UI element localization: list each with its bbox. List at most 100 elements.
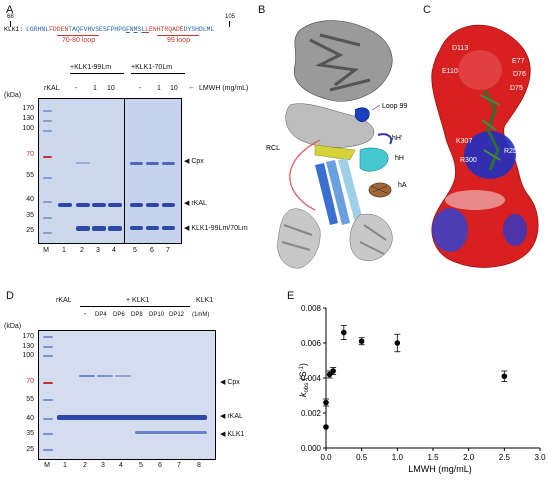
rcl-loop [289,139,321,211]
sequence-residue: E [60,26,65,33]
klk1-band [146,226,159,230]
helix-hh [359,147,389,172]
condition-concentration: (1mM) [192,312,210,318]
marker-band [43,355,53,357]
data-point [341,329,347,336]
helix-hh-prime [377,133,393,145]
band-label-klk1-lm: ◀ KLK1-99Lm/70Lm [184,225,248,232]
y-tick-label: 0.008 [301,304,322,313]
lane-label: 6 [150,247,154,254]
sequence-residue: R [33,26,38,33]
sequence-residue: V [83,26,88,33]
marker-band [43,217,52,219]
sequence-residue: G [122,26,126,33]
seq-end-tick [229,21,230,27]
rkal-band [108,203,122,207]
loop-99-bar [157,35,199,36]
marker-band [43,433,53,435]
residue-r300: R300 [460,157,477,164]
gel-a-right [124,98,182,244]
band-label-cpx-text: Cpx [227,379,240,386]
middle-domain [285,103,375,148]
sequence-residue: L [210,26,215,33]
basic-patch [432,208,468,252]
sequence-residue: E [179,26,184,33]
panel-label-d: D [6,290,14,302]
x-tick-label: 3.0 [534,453,546,462]
rkal-band [92,203,106,207]
cpx-band [115,375,131,377]
condition-dp6: DP6 [113,312,125,318]
label-hh-prime: hH' [392,135,402,142]
sequence-residue: N [41,26,46,33]
marker-band [43,346,53,348]
sequence-residue: F [49,26,53,33]
lmwh-label: LMWH (mg/mL) [199,85,249,92]
klk1-band [92,226,106,231]
x-tick-label: 2.0 [463,453,475,462]
top-domain [293,20,393,102]
marker-band [43,201,52,203]
klk1-sequence: LGRHNLFDDENTAQFVHVSESFPHPGFNMSLLENHTRQAD… [26,26,214,33]
lane-label: 4 [119,462,123,469]
y-tick-label: 0.000 [301,444,322,453]
sequence-residue: Q [168,26,173,33]
panel-label-c: C [423,4,431,16]
mw-marker: 25 [26,446,34,453]
sequence-residue: H [114,26,119,33]
y-label-obs: obs [304,383,310,393]
lane-label: 1 [63,462,67,469]
sequence-residue: F [125,26,130,33]
seq-start-tick [10,21,11,27]
kobs-chart: 0.000 0.002 0.004 0.006 0.008 0.0 0.5 1.0 1.5 2.0… [298,304,546,474]
sequence-residue: M [133,26,138,33]
mw-marker: 130 [22,115,34,122]
seq-start-number: 68 [7,14,14,20]
rkal-band [162,203,175,207]
loop-70-80-label: 70-80 loop [62,37,96,44]
sequence-residue: D [52,26,57,33]
lane-label: M [43,247,49,254]
cpx-band [76,162,90,164]
band-label-rkal-text: rKAL [191,200,207,207]
data-point [323,424,329,430]
group-label-70lm: +KLK1-70Lm [131,64,173,71]
rkal-band [76,203,90,207]
lmwh-value-4: - [139,85,142,92]
klk1-band [76,226,90,231]
gel-a-left [38,98,126,244]
lane-label: 7 [177,462,181,469]
condition-none: - [84,311,87,318]
sequence-residue: A [72,26,76,33]
lane-label: 1 [62,247,66,254]
residue-d113: D113 [452,45,468,52]
sequence-residue: P [110,26,115,33]
klk1-sequence-text: LGRHNLFDDENTAQFVHVSESFPHPGFNMSLLENHTRQAD… [26,26,214,33]
sequence-residue: D [198,26,203,33]
residue-d76: D76 [513,71,526,78]
cpx-band [97,375,113,377]
y-tick-label: 0.002 [301,409,322,418]
mw-marker: 55 [26,396,34,403]
heparin-ligand-branches [479,94,501,161]
mw-marker: 130 [22,343,34,350]
sequence-residue: R [164,26,169,33]
band-label-klk1-text: KLK1 [227,431,245,438]
lane-label: 3 [101,462,105,469]
marker-band [43,382,53,384]
sequence-residue: H [156,26,161,33]
data-point [323,399,329,406]
panel-label-a: A [6,4,14,16]
lane-label: 5 [139,462,143,469]
panel-label-b: B [258,4,266,16]
loop-70-80-bar [57,35,99,36]
label-rcl: RCL [266,145,280,152]
rkal-band [58,203,72,207]
mw-marker: 170 [22,105,34,112]
band-label-cpx: ◀ Cpx [184,158,204,165]
label-ha: hA [398,182,407,189]
y-label-close: ) [298,363,308,366]
sequence-residue: N [152,26,157,33]
neutral-patch [445,190,505,210]
data-point [501,373,508,380]
